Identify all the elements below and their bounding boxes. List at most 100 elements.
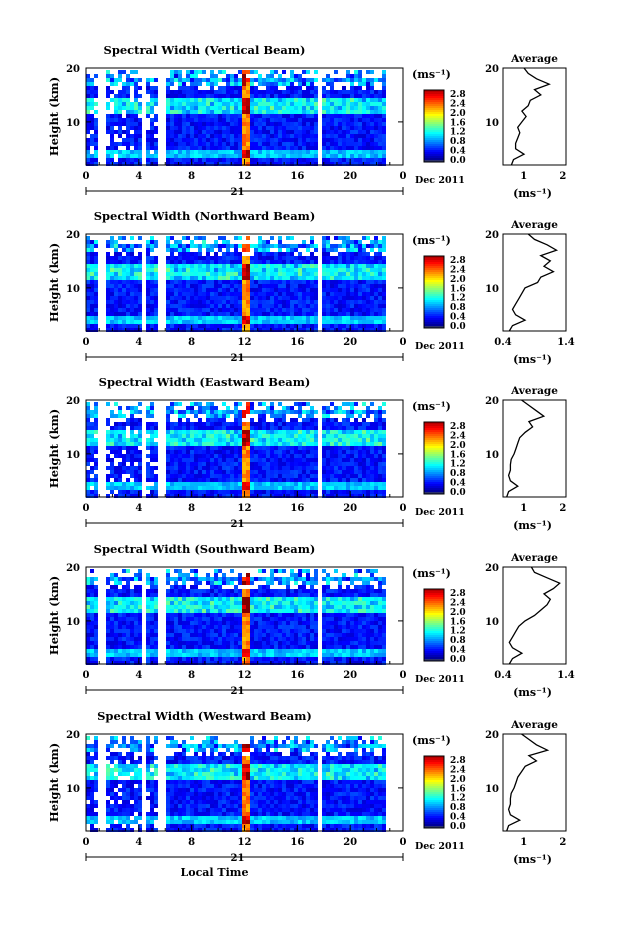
heat-cell bbox=[190, 280, 194, 284]
heat-cell bbox=[166, 280, 170, 284]
heat-cell bbox=[110, 126, 114, 130]
heat-cell bbox=[382, 122, 386, 126]
heat-cell bbox=[242, 94, 246, 98]
heat-cell bbox=[122, 494, 126, 498]
heat-cell bbox=[342, 474, 346, 478]
heat-cell bbox=[218, 138, 222, 142]
heat-cell bbox=[134, 142, 138, 146]
heat-cell bbox=[122, 470, 126, 474]
heat-cell bbox=[146, 288, 150, 292]
heat-cell bbox=[114, 581, 118, 585]
heat-cell bbox=[246, 110, 250, 114]
heat-cell bbox=[338, 114, 342, 118]
heat-cell bbox=[254, 134, 258, 138]
heat-cell bbox=[234, 102, 238, 106]
heat-cell bbox=[118, 454, 122, 458]
heat-cell bbox=[298, 292, 302, 296]
heat-cell bbox=[262, 312, 266, 316]
heat-cell bbox=[146, 134, 150, 138]
heat-cell bbox=[222, 142, 226, 146]
heat-cell bbox=[234, 82, 238, 86]
heat-cell bbox=[242, 410, 246, 414]
heat-cell bbox=[226, 122, 230, 126]
heat-cell bbox=[174, 458, 178, 462]
heat-cell bbox=[354, 110, 358, 114]
heat-cell bbox=[282, 304, 286, 308]
heat-cell bbox=[106, 308, 110, 312]
heat-cell bbox=[250, 260, 254, 264]
heat-cell bbox=[118, 320, 122, 324]
heat-cell bbox=[234, 458, 238, 462]
heat-cell bbox=[226, 430, 230, 434]
heat-cell bbox=[258, 78, 262, 82]
heat-cell bbox=[302, 134, 306, 138]
heat-cell bbox=[298, 438, 302, 442]
heat-cell bbox=[130, 256, 134, 260]
heat-cell bbox=[314, 486, 318, 490]
heat-cell bbox=[354, 280, 358, 284]
heat-cell bbox=[298, 106, 302, 110]
heat-cell bbox=[214, 138, 218, 142]
heat-cell bbox=[150, 430, 154, 434]
heat-cell bbox=[202, 268, 206, 272]
heat-cell bbox=[322, 454, 326, 458]
heat-cell bbox=[206, 150, 210, 154]
heat-cell bbox=[306, 106, 310, 110]
heat-cell bbox=[378, 130, 382, 134]
heat-cell bbox=[106, 86, 110, 90]
heat-cell bbox=[350, 446, 354, 450]
heat-cell bbox=[214, 438, 218, 442]
x-tick-label: 12 bbox=[238, 337, 252, 348]
heat-cell bbox=[294, 74, 298, 78]
heat-cell bbox=[150, 406, 154, 410]
colorbar-step bbox=[424, 426, 444, 429]
heat-cell bbox=[198, 150, 202, 154]
heat-cell bbox=[350, 450, 354, 454]
heat-cell bbox=[182, 268, 186, 272]
heat-cell bbox=[166, 486, 170, 490]
heat-cell bbox=[286, 308, 290, 312]
heat-cell bbox=[338, 244, 342, 248]
panel-title: Spectral Width (Vertical Beam) bbox=[104, 43, 306, 57]
heat-cell bbox=[274, 118, 278, 122]
heat-cell bbox=[178, 130, 182, 134]
heat-cell bbox=[382, 450, 386, 454]
heat-cell bbox=[198, 158, 202, 162]
heat-cell bbox=[278, 470, 282, 474]
heat-cell bbox=[182, 122, 186, 126]
heat-cell bbox=[346, 418, 350, 422]
heat-cell bbox=[250, 454, 254, 458]
colorbar-tick-label: 0.4 bbox=[450, 479, 466, 489]
heat-cell bbox=[322, 284, 326, 288]
heat-cell bbox=[94, 122, 98, 126]
heat-cell bbox=[382, 102, 386, 106]
heat-cell bbox=[310, 276, 314, 280]
heat-cell bbox=[234, 276, 238, 280]
heat-cell bbox=[290, 118, 294, 122]
heat-cell bbox=[122, 442, 126, 446]
heat-cell bbox=[314, 146, 318, 150]
heat-cell bbox=[122, 288, 126, 292]
heat-cell bbox=[362, 430, 366, 434]
heat-cell bbox=[262, 308, 266, 312]
heat-cell bbox=[178, 244, 182, 248]
heat-cell bbox=[206, 256, 210, 260]
heat-cell bbox=[90, 114, 94, 118]
heat-cell bbox=[258, 494, 262, 498]
heat-cell bbox=[378, 478, 382, 482]
heat-cell bbox=[234, 94, 238, 98]
heat-cell bbox=[246, 312, 250, 316]
heat-cell bbox=[182, 324, 186, 328]
heat-cell bbox=[322, 308, 326, 312]
heat-cell bbox=[306, 268, 310, 272]
heat-cell bbox=[342, 300, 346, 304]
heat-cell bbox=[166, 248, 170, 252]
heat-cell bbox=[222, 426, 226, 430]
heat-cell bbox=[222, 268, 226, 272]
heat-cell bbox=[234, 284, 238, 288]
heat-cell bbox=[338, 320, 342, 324]
heat-cell bbox=[258, 292, 262, 296]
heat-cell bbox=[378, 414, 382, 418]
heat-cell bbox=[134, 454, 138, 458]
heat-cell bbox=[234, 146, 238, 150]
